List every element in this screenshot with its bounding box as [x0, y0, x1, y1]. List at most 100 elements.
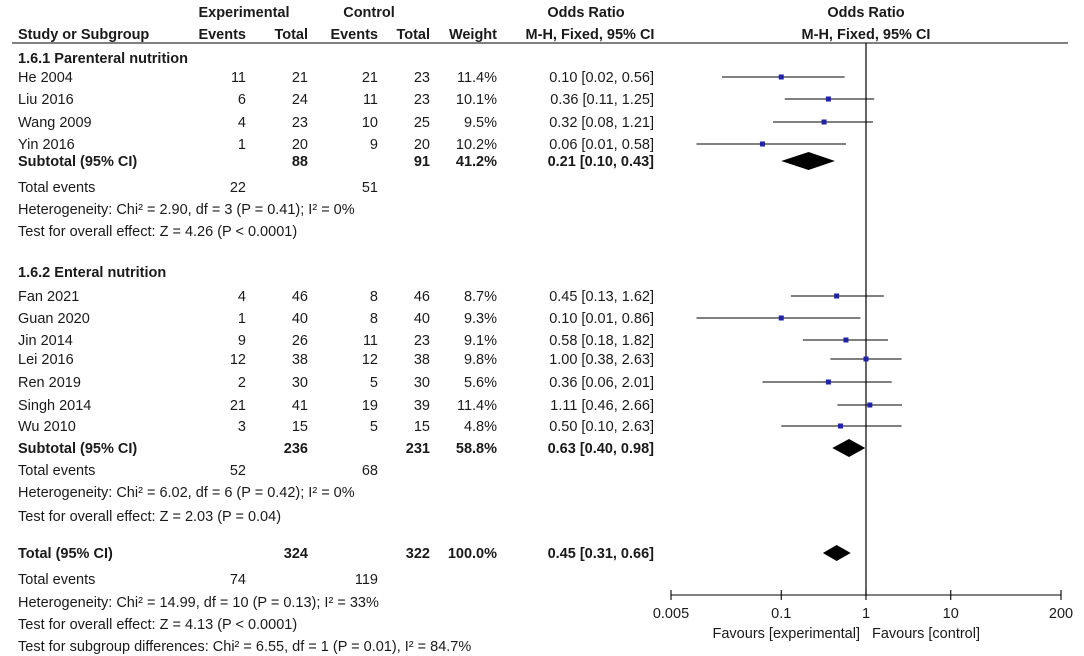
study-ci: 0.10 [0.02, 0.56]	[549, 70, 654, 86]
x-axis-tick-label: 1	[862, 606, 870, 622]
ctl-events: 11	[363, 92, 378, 108]
total-ctl-total: 322	[406, 546, 430, 562]
header-control: Control	[343, 5, 395, 21]
total-events-exp: 22	[230, 180, 246, 196]
effect-marker	[778, 74, 784, 80]
exp-events: 4	[238, 289, 246, 305]
exp-total: 40	[292, 311, 308, 327]
header-study: Study or Subgroup	[18, 27, 149, 43]
ctl-events: 10	[362, 115, 378, 131]
ctl-events: 8	[370, 289, 378, 305]
header-odds-ratio-col: Odds Ratio	[547, 5, 624, 21]
subtotal-ci: 0.63 [0.40, 0.98]	[548, 441, 655, 457]
study-ci: 0.32 [0.08, 1.21]	[549, 115, 654, 131]
ctl-events: 5	[370, 375, 378, 391]
study-weight: 8.7%	[464, 289, 497, 305]
exp-total: 24	[292, 92, 308, 108]
ctl-total: 20	[414, 137, 430, 153]
ctl-total: 30	[414, 375, 430, 391]
ctl-events: 21	[362, 70, 378, 86]
overall-effect: Test for overall effect: Z = 2.03 (P = 0…	[18, 509, 281, 525]
study-weight: 4.8%	[464, 419, 497, 435]
subtotal-diamond	[832, 439, 866, 457]
exp-total: 21	[292, 70, 308, 86]
effect-marker	[863, 356, 869, 362]
ctl-events: 5	[370, 419, 378, 435]
total-ci: 0.45 [0.31, 0.66]	[548, 546, 655, 562]
study-weight: 11.4%	[457, 398, 497, 414]
exp-events: 4	[238, 115, 246, 131]
subgroup-title: 1.6.1 Parenteral nutrition	[18, 51, 188, 67]
header-odds-ratio-plot: Odds Ratio	[827, 5, 904, 21]
ctl-total: 15	[414, 419, 430, 435]
exp-events: 1	[238, 311, 246, 327]
exp-total: 41	[292, 398, 308, 414]
ctl-events: 11	[363, 333, 378, 349]
study-name: Ren 2019	[18, 375, 81, 391]
study-ci: 1.00 [0.38, 2.63]	[549, 352, 654, 368]
subtotal-label: Subtotal (95% CI)	[18, 154, 137, 170]
study-weight: 9.3%	[464, 311, 497, 327]
heterogeneity: Heterogeneity: Chi² = 2.90, df = 3 (P = …	[18, 202, 355, 218]
total-label: Total (95% CI)	[18, 546, 113, 562]
ctl-total: 23	[414, 70, 430, 86]
ctl-total: 39	[414, 398, 430, 414]
exp-total: 23	[292, 115, 308, 131]
study-ci: 0.36 [0.11, 1.25]	[550, 92, 654, 108]
exp-events: 9	[238, 333, 246, 349]
study-weight: 9.1%	[464, 333, 497, 349]
exp-total: 30	[292, 375, 308, 391]
ctl-total: 23	[414, 92, 430, 108]
favours-experimental-label: Favours [experimental]	[713, 626, 860, 642]
footer-heterogeneity: Heterogeneity: Chi² = 14.99, df = 10 (P …	[18, 595, 379, 611]
study-ci: 0.06 [0.01, 0.58]	[549, 137, 654, 153]
x-axis-tick-label: 0.005	[653, 606, 689, 622]
footer-subgroup-differences: Test for subgroup differences: Chi² = 6.…	[18, 639, 471, 655]
study-name: Wang 2009	[18, 115, 92, 131]
effect-marker	[837, 423, 843, 429]
ctl-events: 12	[362, 352, 378, 368]
study-ci: 0.10 [0.01, 0.86]	[549, 311, 654, 327]
subtotal-ctl-total: 91	[414, 154, 430, 170]
favours-control-label: Favours [control]	[872, 626, 980, 642]
subtotal-diamond	[781, 152, 835, 170]
exp-events: 11	[231, 70, 246, 86]
total-events-label: Total events	[18, 180, 95, 196]
effect-marker	[825, 96, 831, 102]
study-ci: 0.45 [0.13, 1.62]	[549, 289, 654, 305]
subtotal-label: Subtotal (95% CI)	[18, 441, 137, 457]
header-experimental: Experimental	[198, 5, 289, 21]
effect-marker	[821, 119, 827, 125]
exp-events: 21	[230, 398, 246, 414]
header-ctl-total: Total	[396, 27, 430, 43]
effect-marker	[825, 379, 831, 385]
header-method: M-H, Fixed, 95% CI	[526, 27, 655, 43]
x-axis-tick-label: 0.1	[771, 606, 791, 622]
study-name: Guan 2020	[18, 311, 90, 327]
study-name: Lei 2016	[18, 352, 74, 368]
header-exp-events: Events	[198, 27, 246, 43]
subtotal-exp-total: 236	[284, 441, 308, 457]
study-weight: 9.8%	[464, 352, 497, 368]
study-name: Wu 2010	[18, 419, 76, 435]
effect-marker	[778, 315, 784, 321]
total-events-label: Total events	[18, 572, 95, 588]
subgroup-title: 1.6.2 Enteral nutrition	[18, 265, 166, 281]
subtotal-ctl-total: 231	[406, 441, 430, 457]
exp-events: 1	[238, 137, 246, 153]
x-axis-tick-label: 10	[943, 606, 959, 622]
subtotal-exp-total: 88	[292, 154, 308, 170]
study-name: Jin 2014	[18, 333, 73, 349]
effect-marker	[759, 141, 765, 147]
footer-overall-effect: Test for overall effect: Z = 4.13 (P < 0…	[18, 617, 297, 633]
ctl-events: 9	[370, 137, 378, 153]
ctl-total: 23	[414, 333, 430, 349]
header-ctl-events: Events	[330, 27, 378, 43]
exp-total: 46	[292, 289, 308, 305]
study-ci: 0.58 [0.18, 1.82]	[549, 333, 654, 349]
study-weight: 9.5%	[464, 115, 497, 131]
study-weight: 10.1%	[456, 92, 497, 108]
study-weight: 11.4%	[457, 70, 497, 86]
ctl-total: 38	[414, 352, 430, 368]
